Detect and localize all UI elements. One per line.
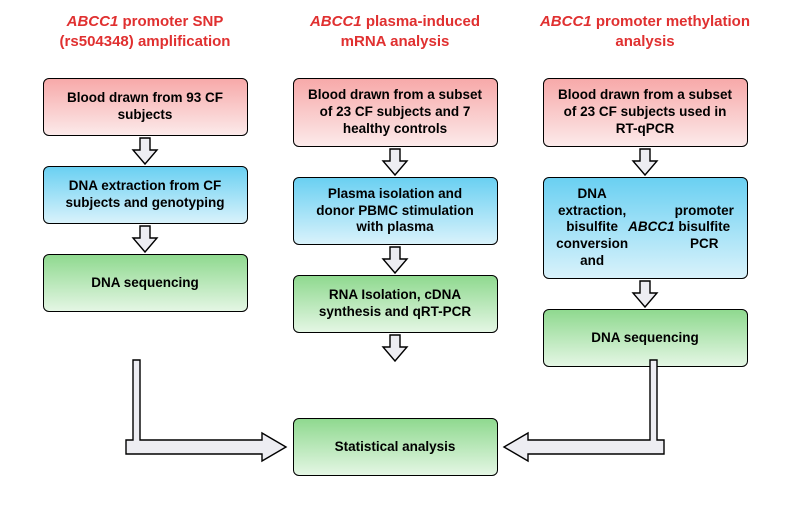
snp-step-1: Blood drawn from 93 CF subjects	[43, 78, 248, 136]
arrow-down-icon	[380, 245, 410, 275]
mrna-step-3: RNA Isolation, cDNA synthesis and qRT-PC…	[293, 275, 498, 333]
column-mrna: ABCC1 plasma-induced mRNA analysis Blood…	[286, 12, 504, 367]
gene-name: ABCC1	[310, 13, 362, 30]
column-meth: ABCC1 promoter methylation analysis Bloo…	[536, 12, 754, 367]
gene-name: ABCC1	[540, 13, 592, 30]
arrow-down-icon	[130, 224, 160, 254]
meth-step-2: DNA extraction, bisulfite conversion and…	[543, 177, 748, 279]
snp-step-2: DNA extraction from CF subjects and geno…	[43, 166, 248, 224]
final-row: Statistical analysis	[0, 418, 790, 476]
gene-name: ABCC1	[67, 13, 119, 30]
snp-step-3: DNA sequencing	[43, 254, 248, 312]
meth-step-1: Blood drawn from a subset of 23 CF subje…	[543, 78, 748, 147]
column-title-mrna: ABCC1 plasma-induced mRNA analysis	[286, 12, 504, 56]
column-snp: ABCC1 promoter SNP (rs504348) amplificat…	[36, 12, 254, 367]
arrow-down-icon	[380, 147, 410, 177]
mrna-step-2: Plasma isolation and donor PBMC stimulat…	[293, 177, 498, 246]
column-title-snp: ABCC1 promoter SNP (rs504348) amplificat…	[36, 12, 254, 56]
arrow-down-icon	[380, 333, 410, 363]
title-rest: promoter methylation analysis	[592, 13, 750, 50]
title-rest: plasma-induced mRNA analysis	[341, 13, 480, 50]
arrow-down-icon	[130, 136, 160, 166]
column-title-meth: ABCC1 promoter methylation analysis	[536, 12, 754, 56]
meth-step-3: DNA sequencing	[543, 309, 748, 367]
arrow-down-icon	[630, 147, 660, 177]
columns-container: ABCC1 promoter SNP (rs504348) amplificat…	[0, 0, 790, 367]
final-step: Statistical analysis	[293, 418, 498, 476]
mrna-step-1: Blood drawn from a subset of 23 CF subje…	[293, 78, 498, 147]
arrow-down-icon	[630, 279, 660, 309]
